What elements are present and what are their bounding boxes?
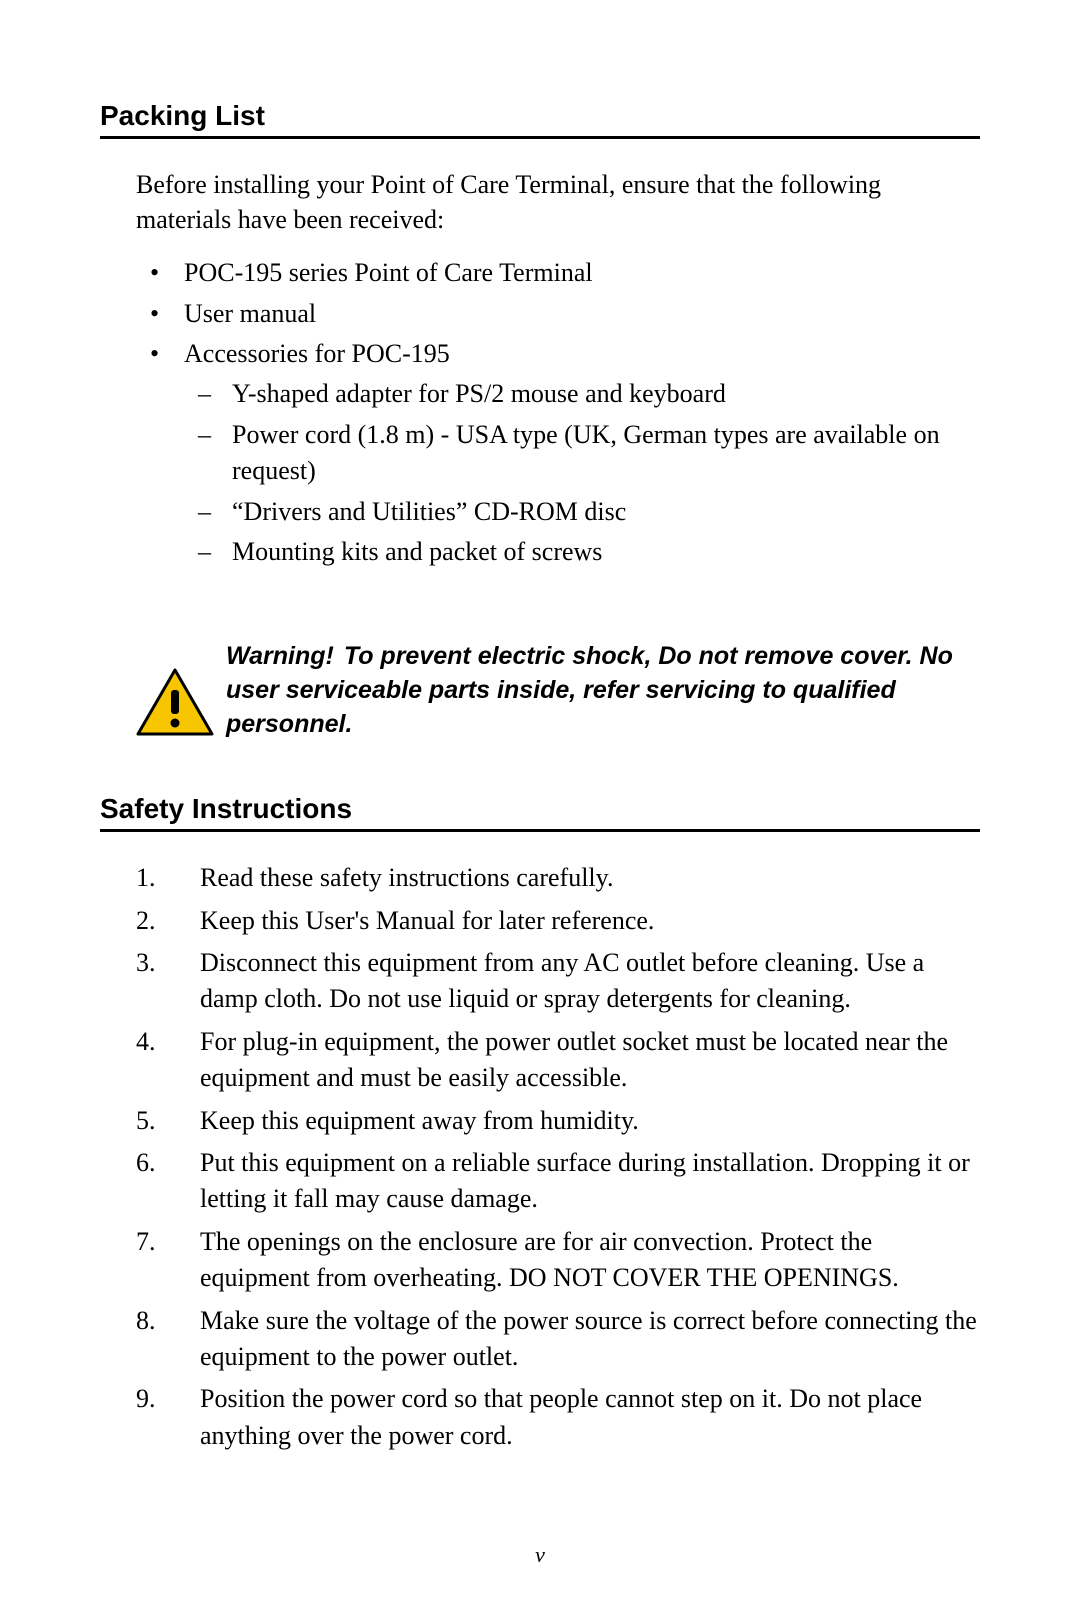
list-item-label: Accessories for POC-195: [184, 339, 450, 368]
num-marker: 6.: [136, 1145, 156, 1181]
sub-list-item: Power cord (1.8 m) - USA type (UK, Germa…: [184, 417, 980, 490]
num-marker: 4.: [136, 1024, 156, 1060]
numbered-item: 4. For plug-in equipment, the power outle…: [136, 1024, 980, 1097]
warning-text: Warning!To prevent electric shock, Do no…: [226, 640, 980, 741]
numbered-item: 5. Keep this equipment away from humidity…: [136, 1103, 980, 1139]
item-text: Make sure the voltage of the power sourc…: [200, 1306, 977, 1371]
item-text: For plug-in equipment, the power outlet …: [200, 1027, 948, 1092]
numbered-item: 3. Disconnect this equipment from any AC …: [136, 945, 980, 1018]
page-number: v: [0, 1542, 1080, 1568]
item-text: Put this equipment on a reliable surface…: [200, 1148, 970, 1213]
packing-bullet-list: POC-195 series Point of Care Terminal Us…: [136, 255, 980, 570]
sub-list-item: “Drivers and Utilities” CD-ROM disc: [184, 494, 980, 530]
item-text: Disconnect this equipment from any AC ou…: [200, 948, 924, 1013]
item-text: The openings on the enclosure are for ai…: [200, 1227, 899, 1292]
packing-intro: Before installing your Point of Care Ter…: [136, 167, 980, 237]
item-text: Keep this equipment away from humidity.: [200, 1106, 639, 1135]
list-item: POC-195 series Point of Care Terminal: [136, 255, 980, 291]
num-marker: 5.: [136, 1103, 156, 1139]
safety-numbered-list: 1. Read these safety instructions careful…: [136, 860, 980, 1454]
warning-body: To prevent electric shock, Do not remove…: [226, 642, 953, 738]
list-item: Accessories for POC-195 Y-shaped adapter…: [136, 336, 980, 570]
sub-list-item: Y-shaped adapter for PS/2 mouse and keyb…: [184, 376, 980, 412]
warning-icon: [136, 640, 226, 743]
heading-rule: [100, 829, 980, 832]
item-text: Keep this User's Manual for later refere…: [200, 906, 654, 935]
numbered-item: 7. The openings on the enclosure are for …: [136, 1224, 980, 1297]
numbered-item: 1. Read these safety instructions careful…: [136, 860, 980, 896]
num-marker: 2.: [136, 903, 156, 939]
packing-sub-list: Y-shaped adapter for PS/2 mouse and keyb…: [184, 376, 980, 570]
safety-heading: Safety Instructions: [100, 793, 980, 825]
warning-block: Warning!To prevent electric shock, Do no…: [136, 640, 980, 743]
num-marker: 3.: [136, 945, 156, 981]
numbered-item: 6. Put this equipment on a reliable surfa…: [136, 1145, 980, 1218]
heading-rule: [100, 136, 980, 139]
num-marker: 1.: [136, 860, 156, 896]
packing-list-heading: Packing List: [100, 100, 980, 132]
warning-label: Warning!: [226, 640, 334, 674]
item-text: Read these safety instructions carefully…: [200, 863, 613, 892]
sub-list-item: Mounting kits and packet of screws: [184, 534, 980, 570]
item-text: Position the power cord so that people c…: [200, 1384, 922, 1449]
numbered-item: 2. Keep this User's Manual for later refe…: [136, 903, 980, 939]
numbered-item: 8. Make sure the voltage of the power sou…: [136, 1303, 980, 1376]
num-marker: 7.: [136, 1224, 156, 1260]
numbered-item: 9. Position the power cord so that people…: [136, 1381, 980, 1454]
num-marker: 9.: [136, 1381, 156, 1417]
list-item: User manual: [136, 296, 980, 332]
num-marker: 8.: [136, 1303, 156, 1339]
